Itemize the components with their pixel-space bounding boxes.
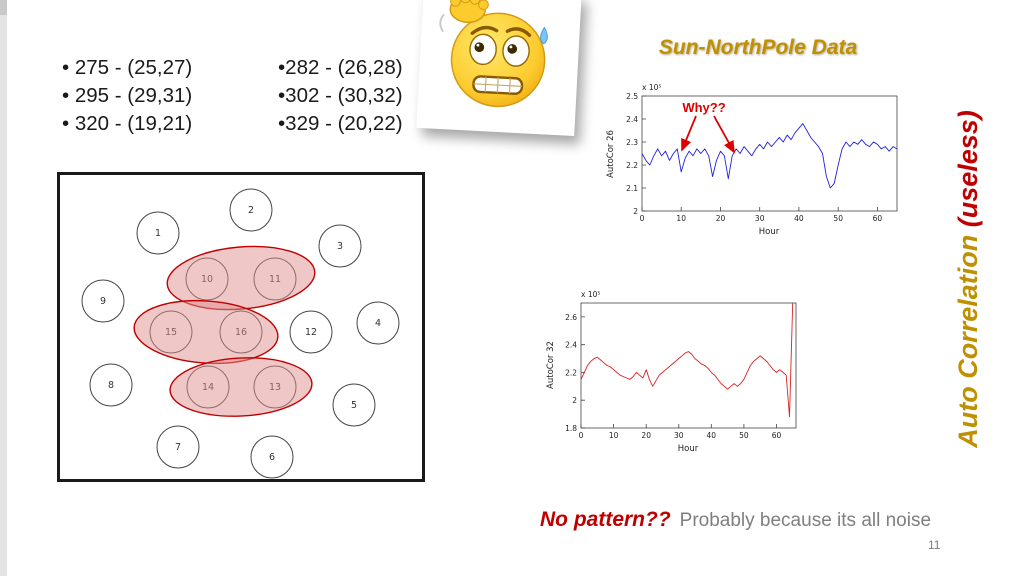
annotation-arrow-right	[713, 115, 735, 154]
bullet-item: • 295 - (29,31)	[62, 84, 193, 107]
series-autocor-32	[580, 302, 794, 418]
diagram-node-4: 4	[356, 301, 400, 345]
conclusion-line: No pattern?? Probably because its all no…	[540, 508, 931, 532]
x-tick-label: 30	[674, 431, 684, 440]
y-tick-label: 2	[633, 207, 638, 216]
bullet-item: •329 - (20,22)	[278, 112, 403, 135]
exponent-label: x 10⁵	[642, 83, 661, 92]
chart-autocor-26: x 10⁵ 2.5 2.4 2.3 2.2 2.1 2 0 10 20 30 4…	[600, 78, 920, 246]
y-tick-label: 2	[572, 396, 577, 405]
x-tick-label: 50	[739, 431, 749, 440]
chart-autocor-32: x 10⁵ 2.6 2.4 2.2 2 1.8 0 10 20 30 40 50…	[543, 283, 828, 461]
no-pattern-text: No pattern??	[540, 508, 671, 531]
picture-card	[416, 0, 582, 137]
diagram-node-2: 2	[229, 188, 273, 232]
cluster-ellipse-15-16	[133, 299, 279, 365]
diagram-node-1: 1	[136, 211, 180, 255]
node-label: 12	[305, 327, 317, 338]
x-tick-label: 0	[640, 214, 645, 223]
bullet-item: •302 - (30,32)	[278, 84, 403, 107]
y-tick-label: 2.6	[565, 313, 577, 322]
node-label: 5	[351, 400, 357, 411]
vertical-label-gold: Auto Correlation	[953, 227, 983, 448]
cluster-diagram: 1 2 3 4 5 6 7 8 9 10 11 12 13 14 15 16	[57, 172, 425, 482]
node-label: 1	[155, 228, 161, 239]
node-label: 2	[248, 205, 254, 216]
why-annotation: Why??	[682, 100, 725, 115]
bullet-item: •282 - (26,28)	[278, 56, 403, 79]
x-axis-label: Hour	[678, 444, 699, 454]
diagram-node-12: 12	[289, 310, 333, 354]
x-tick-label: 60	[873, 214, 883, 223]
exponent-label: x 10⁵	[581, 290, 600, 299]
node-label: 9	[100, 296, 106, 307]
cluster-ellipse-14-13	[169, 357, 313, 417]
y-axis-label: AutoCor 26	[606, 130, 616, 178]
x-tick-label: 20	[641, 431, 651, 440]
y-tick-label: 2.3	[626, 138, 638, 147]
y-axis-label: AutoCor 32	[546, 341, 556, 389]
vertical-label-red: (useless)	[953, 110, 983, 228]
x-tick-label: 40	[707, 431, 717, 440]
diagram-node-3: 3	[318, 224, 362, 268]
page-number: 11	[928, 538, 941, 552]
section-title: Sun-NorthPole Data	[658, 36, 858, 59]
diagram-node-7: 7	[156, 425, 200, 469]
diagram-node-8: 8	[89, 363, 133, 407]
node-label: 4	[375, 318, 381, 329]
diagram-node-6: 6	[250, 435, 294, 479]
y-tick-label: 2.5	[626, 92, 638, 101]
slide-edge-notch	[0, 0, 7, 15]
x-tick-label: 10	[609, 431, 619, 440]
plot-area	[641, 95, 898, 212]
y-tick-label: 2.2	[565, 368, 577, 377]
x-tick-label: 40	[794, 214, 804, 223]
y-tick-label: 1.8	[565, 424, 577, 433]
vertical-side-label: Auto Correlation (useless)	[953, 79, 987, 479]
slide-edge-strip	[0, 0, 7, 576]
bullet-column-right: •282 - (26,28) •302 - (30,32) •329 - (20…	[278, 54, 403, 138]
plot-area	[580, 302, 797, 429]
diagram-node-5: 5	[332, 383, 376, 427]
node-label: 6	[269, 452, 275, 463]
x-tick-label: 10	[676, 214, 686, 223]
y-tick-label: 2.1	[626, 184, 638, 193]
x-tick-label: 20	[716, 214, 726, 223]
diagram-node-9: 9	[81, 279, 125, 323]
bullet-column-left: • 275 - (25,27) • 295 - (29,31) • 320 - …	[62, 54, 192, 138]
y-tick-label: 2.4	[626, 115, 638, 124]
x-tick-label: 30	[755, 214, 765, 223]
bullet-item: • 320 - (19,21)	[62, 112, 193, 135]
bullet-item: • 275 - (25,27)	[62, 56, 193, 79]
x-tick-label: 0	[579, 431, 584, 440]
x-tick-label: 50	[833, 214, 843, 223]
x-tick-label: 60	[772, 431, 782, 440]
y-tick-label: 2.2	[626, 161, 638, 170]
node-label: 3	[337, 241, 343, 252]
annotation-arrow-left	[681, 115, 697, 152]
node-label: 7	[175, 442, 181, 453]
confused-emoji-icon	[439, 0, 548, 108]
x-axis-label: Hour	[759, 227, 780, 237]
node-label: 8	[108, 380, 114, 391]
y-tick-label: 2.4	[565, 341, 577, 350]
noise-text: Probably because its all noise	[679, 510, 932, 531]
series-autocor-26	[641, 123, 898, 189]
